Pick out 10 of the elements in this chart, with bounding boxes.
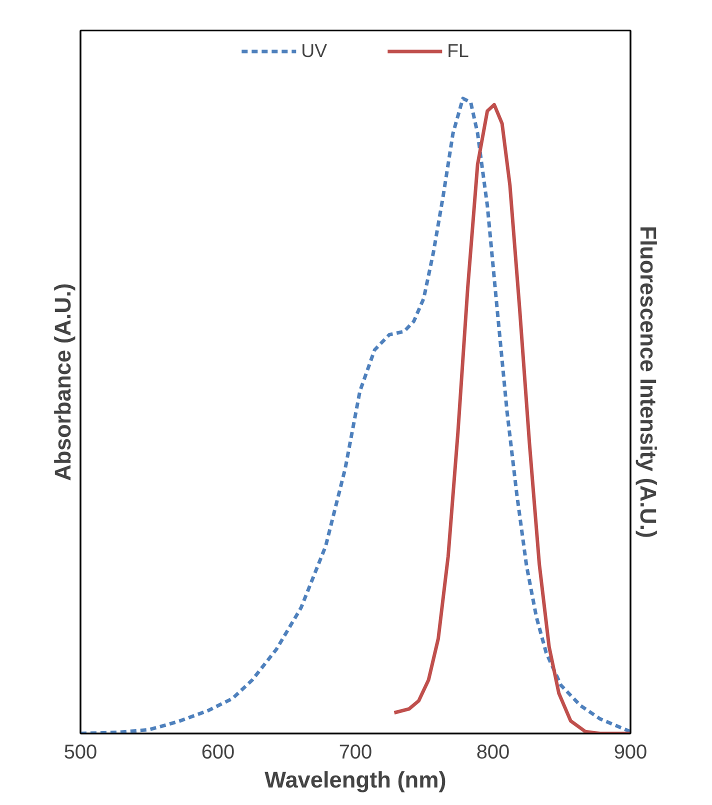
x-tick-label: 600 [201, 742, 235, 764]
legend-label: FL [447, 40, 469, 62]
legend-label: UV [301, 40, 328, 62]
x-axis-title: Wavelength (nm) [264, 766, 446, 792]
x-tick-label: 800 [476, 742, 510, 764]
y2-axis-title: Fluorescence Intensity (A.U.) [636, 226, 662, 538]
x-tick-label: 700 [338, 742, 372, 764]
y-axis-title: Absorbance (A.U.) [50, 283, 76, 481]
x-tick-label: 500 [64, 742, 98, 764]
x-tick-label: 900 [614, 742, 648, 764]
